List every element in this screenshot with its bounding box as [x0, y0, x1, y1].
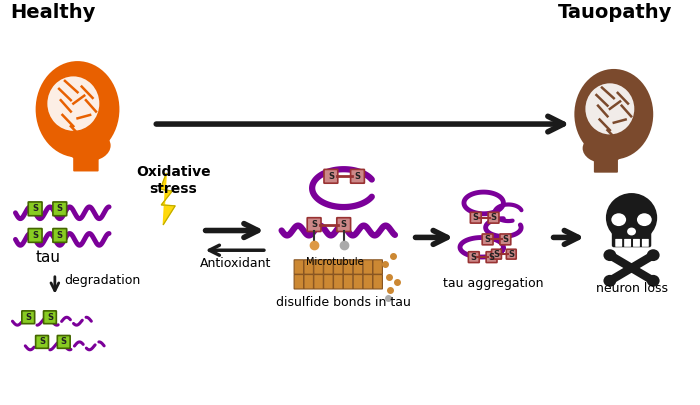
- FancyBboxPatch shape: [53, 202, 66, 216]
- Text: S: S: [503, 235, 508, 244]
- FancyBboxPatch shape: [482, 234, 493, 245]
- Text: S: S: [25, 313, 32, 322]
- FancyBboxPatch shape: [624, 239, 631, 247]
- FancyBboxPatch shape: [488, 212, 499, 223]
- FancyBboxPatch shape: [74, 151, 99, 171]
- FancyBboxPatch shape: [53, 228, 66, 242]
- Ellipse shape: [603, 249, 616, 261]
- Ellipse shape: [64, 130, 111, 162]
- Text: S: S: [508, 249, 514, 259]
- FancyBboxPatch shape: [500, 234, 511, 245]
- FancyBboxPatch shape: [36, 335, 48, 348]
- Text: neuron loss: neuron loss: [596, 281, 668, 294]
- Text: Antioxidant: Antioxidant: [199, 257, 271, 270]
- FancyBboxPatch shape: [363, 260, 372, 274]
- FancyBboxPatch shape: [337, 218, 351, 232]
- Ellipse shape: [647, 249, 659, 261]
- FancyBboxPatch shape: [314, 275, 323, 289]
- Text: S: S: [328, 172, 334, 181]
- Text: S: S: [57, 205, 63, 213]
- Ellipse shape: [637, 213, 652, 226]
- Text: S: S: [473, 213, 479, 222]
- FancyBboxPatch shape: [354, 260, 363, 274]
- FancyBboxPatch shape: [304, 260, 314, 274]
- Ellipse shape: [36, 61, 120, 158]
- FancyBboxPatch shape: [633, 239, 640, 247]
- Text: S: S: [311, 220, 317, 229]
- Text: S: S: [491, 213, 496, 222]
- FancyBboxPatch shape: [363, 275, 372, 289]
- Text: S: S: [47, 313, 53, 322]
- Text: Microtubule: Microtubule: [306, 257, 364, 267]
- FancyBboxPatch shape: [314, 260, 323, 274]
- FancyBboxPatch shape: [354, 275, 363, 289]
- Text: Healthy: Healthy: [10, 2, 96, 21]
- Ellipse shape: [582, 133, 626, 163]
- FancyBboxPatch shape: [333, 260, 343, 274]
- Ellipse shape: [603, 275, 616, 287]
- FancyBboxPatch shape: [333, 275, 343, 289]
- FancyBboxPatch shape: [594, 153, 618, 173]
- Ellipse shape: [575, 69, 653, 160]
- Text: S: S: [57, 231, 63, 240]
- Text: S: S: [61, 337, 66, 346]
- Text: S: S: [32, 205, 38, 213]
- Text: S: S: [39, 337, 45, 346]
- FancyBboxPatch shape: [486, 252, 497, 262]
- Text: S: S: [489, 253, 495, 262]
- FancyBboxPatch shape: [506, 249, 516, 259]
- Text: degradation: degradation: [64, 274, 141, 287]
- FancyBboxPatch shape: [323, 260, 333, 274]
- FancyBboxPatch shape: [344, 260, 353, 274]
- Text: tau: tau: [36, 250, 60, 265]
- Text: S: S: [32, 231, 38, 240]
- FancyBboxPatch shape: [307, 218, 321, 232]
- Text: S: S: [484, 235, 491, 244]
- Ellipse shape: [48, 77, 99, 131]
- FancyBboxPatch shape: [491, 249, 501, 259]
- FancyBboxPatch shape: [323, 275, 333, 289]
- FancyBboxPatch shape: [351, 169, 365, 183]
- FancyBboxPatch shape: [22, 311, 34, 324]
- Text: Tauopathy: Tauopathy: [558, 2, 672, 21]
- Text: tau aggregation: tau aggregation: [443, 277, 544, 290]
- FancyBboxPatch shape: [28, 202, 42, 216]
- Ellipse shape: [627, 228, 636, 235]
- FancyBboxPatch shape: [373, 275, 382, 289]
- FancyBboxPatch shape: [642, 239, 649, 247]
- Text: disulfide bonds in tau: disulfide bonds in tau: [276, 296, 411, 309]
- FancyBboxPatch shape: [470, 212, 481, 223]
- Ellipse shape: [606, 193, 657, 242]
- FancyBboxPatch shape: [612, 230, 651, 247]
- FancyBboxPatch shape: [615, 239, 622, 247]
- FancyBboxPatch shape: [57, 335, 70, 348]
- Ellipse shape: [585, 83, 634, 134]
- Text: Oxidative
stress: Oxidative stress: [136, 166, 211, 196]
- Ellipse shape: [647, 275, 659, 287]
- FancyBboxPatch shape: [304, 275, 314, 289]
- FancyBboxPatch shape: [468, 252, 480, 262]
- FancyBboxPatch shape: [373, 260, 382, 274]
- Text: S: S: [471, 253, 477, 262]
- Polygon shape: [160, 173, 175, 225]
- Text: S: S: [494, 249, 500, 259]
- FancyBboxPatch shape: [294, 260, 304, 274]
- FancyBboxPatch shape: [294, 275, 304, 289]
- FancyBboxPatch shape: [324, 169, 338, 183]
- Ellipse shape: [611, 213, 626, 226]
- FancyBboxPatch shape: [43, 311, 56, 324]
- Text: S: S: [354, 172, 360, 181]
- Text: S: S: [341, 220, 346, 229]
- FancyBboxPatch shape: [28, 228, 42, 242]
- FancyBboxPatch shape: [344, 275, 353, 289]
